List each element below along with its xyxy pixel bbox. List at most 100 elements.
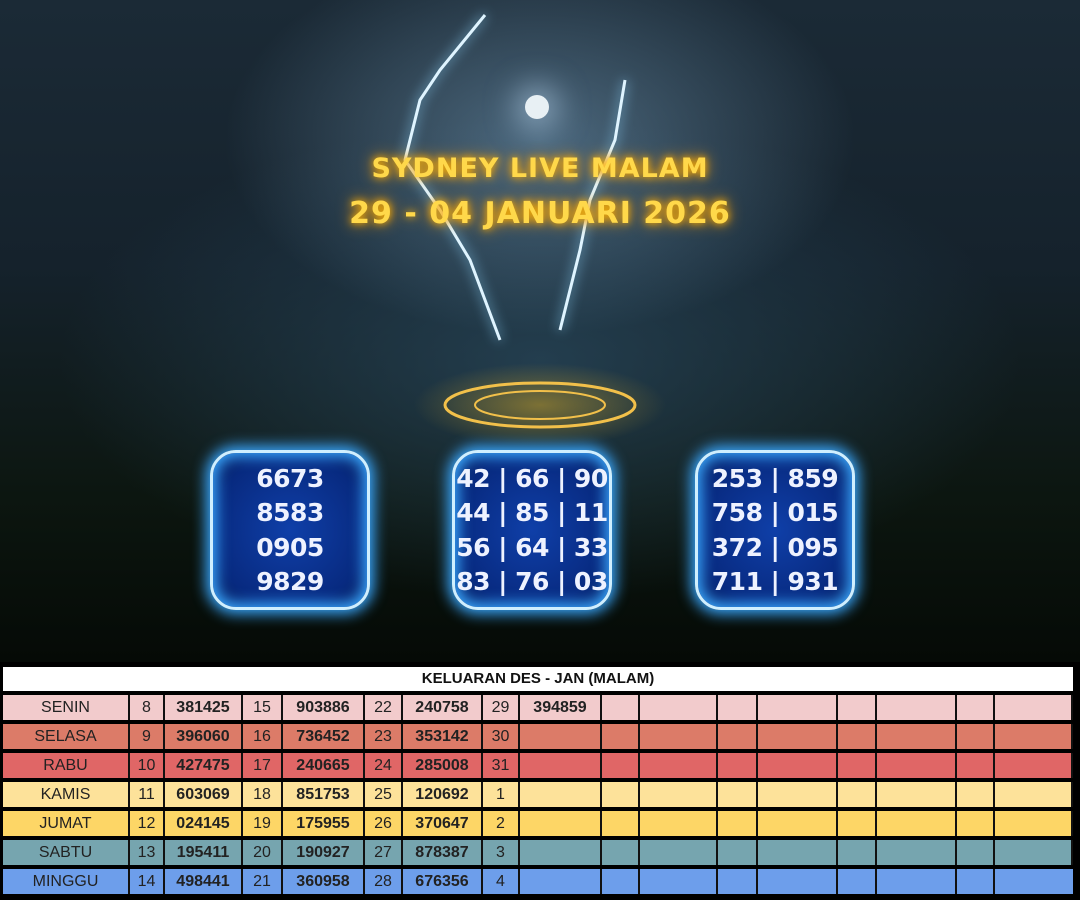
table-result-empty	[758, 840, 838, 865]
result-4d: 9829	[256, 567, 324, 597]
table-result: 851753	[283, 782, 365, 807]
result-2d: 83 | 76 | 03	[456, 567, 608, 597]
table-result-empty	[995, 869, 1073, 894]
table-result: 195411	[165, 840, 243, 865]
table-date-empty	[602, 811, 640, 836]
table-result: 903886	[283, 695, 365, 720]
table-date-empty	[838, 840, 877, 865]
table-result	[520, 869, 602, 894]
table-header: KELUARAN DES - JAN (MALAM)	[3, 667, 1073, 691]
table-result: 603069	[165, 782, 243, 807]
result-2d: 42 | 66 | 90	[456, 463, 608, 493]
table-date: 2	[483, 811, 520, 836]
table-date-empty	[838, 695, 877, 720]
banner-background: SYDNEY LIVE MALAM 29 - 04 JANUARI 2026 6…	[0, 0, 1080, 662]
result-box-2d: 42 | 66 | 90 44 | 85 | 11 56 | 64 | 33 8…	[452, 450, 612, 610]
table-day-name: MINGGU	[3, 869, 130, 894]
table-date-empty	[838, 869, 877, 894]
table-result: 240665	[283, 753, 365, 778]
banner-title: SYDNEY LIVE MALAM	[371, 153, 709, 184]
table-date: 11	[130, 782, 165, 807]
table-result-empty	[758, 869, 838, 894]
table-date: 10	[130, 753, 165, 778]
table-day-name: JUMAT	[3, 811, 130, 836]
magic-circle-graphic	[443, 381, 637, 429]
table-date: 4	[483, 869, 520, 894]
result-4d: 8583	[256, 498, 324, 528]
table-date: 20	[243, 840, 283, 865]
table-result-empty	[640, 782, 718, 807]
table-result: 190927	[283, 840, 365, 865]
results-table: KELUARAN DES - JAN (MALAM) SENIN 8 381425 1…	[0, 662, 1080, 900]
result-box-3d: 253 | 859 758 | 015 372 | 095 711 | 931	[695, 450, 855, 610]
table-result: 370647	[403, 811, 483, 836]
table-result-empty	[877, 782, 957, 807]
table-result-empty	[640, 840, 718, 865]
table-result-empty	[995, 724, 1073, 749]
table-date: 3	[483, 840, 520, 865]
table-result-empty	[877, 753, 957, 778]
table-result: 360958	[283, 869, 365, 894]
table-result	[520, 782, 602, 807]
banner-date-range: 29 - 04 JANUARI 2026	[349, 196, 731, 231]
table-result: 381425	[165, 695, 243, 720]
table-day-name: SABTU	[3, 840, 130, 865]
table-result-empty	[758, 753, 838, 778]
table-date-empty	[602, 840, 640, 865]
table-date-empty	[718, 753, 758, 778]
table-date: 25	[365, 782, 403, 807]
table-result-empty	[995, 753, 1073, 778]
table-date-empty	[957, 840, 995, 865]
moon-graphic	[525, 95, 549, 119]
table-date-empty	[838, 724, 877, 749]
table-date-empty	[957, 782, 995, 807]
table-result-empty	[758, 724, 838, 749]
table-date-empty	[957, 695, 995, 720]
table-result: 676356	[403, 869, 483, 894]
table-result: 353142	[403, 724, 483, 749]
result-3d: 758 | 015	[711, 498, 839, 528]
table-result-empty	[640, 811, 718, 836]
table-day-name: KAMIS	[3, 782, 130, 807]
result-3d: 253 | 859	[711, 463, 839, 493]
table-result: 285008	[403, 753, 483, 778]
table-date: 18	[243, 782, 283, 807]
table-result	[520, 753, 602, 778]
table-result-empty	[640, 724, 718, 749]
table-result-empty	[877, 840, 957, 865]
table-date-empty	[718, 782, 758, 807]
table-date-empty	[957, 724, 995, 749]
table-date: 21	[243, 869, 283, 894]
table-date-empty	[602, 724, 640, 749]
table-result-empty	[995, 782, 1073, 807]
table-date-empty	[718, 724, 758, 749]
table-result: 396060	[165, 724, 243, 749]
table-date: 24	[365, 753, 403, 778]
table-result	[520, 840, 602, 865]
table-result: 240758	[403, 695, 483, 720]
table-date: 15	[243, 695, 283, 720]
table-date: 19	[243, 811, 283, 836]
table-result: 498441	[165, 869, 243, 894]
table-date: 29	[483, 695, 520, 720]
result-box-4d: 6673 8583 0905 9829	[210, 450, 370, 610]
table-date: 28	[365, 869, 403, 894]
table-date: 26	[365, 811, 403, 836]
table-result-empty	[758, 695, 838, 720]
table-date-empty	[957, 869, 995, 894]
table-result-empty	[877, 695, 957, 720]
table-date: 17	[243, 753, 283, 778]
result-4d: 0905	[256, 532, 324, 562]
table-result-empty	[995, 840, 1073, 865]
table-date: 16	[243, 724, 283, 749]
table-result	[520, 724, 602, 749]
table-date: 9	[130, 724, 165, 749]
table-result-empty	[877, 724, 957, 749]
table-date-empty	[957, 811, 995, 836]
table-result: 394859	[520, 695, 602, 720]
table-date: 31	[483, 753, 520, 778]
result-3d: 711 | 931	[711, 567, 839, 597]
table-date-empty	[957, 753, 995, 778]
table-result: 736452	[283, 724, 365, 749]
table-date: 23	[365, 724, 403, 749]
